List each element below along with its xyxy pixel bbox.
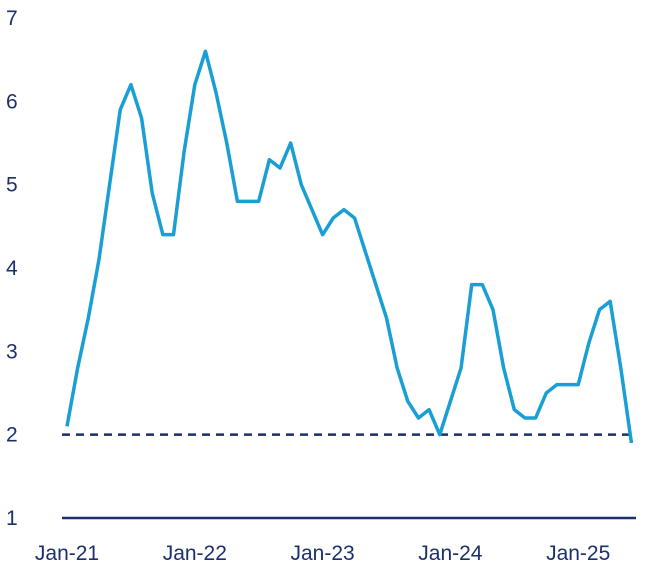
y-tick-label: 1 (6, 507, 18, 530)
y-tick-label: 7 (6, 7, 18, 30)
y-axis-tick-labels: 1 2 3 4 5 6 7 (6, 7, 18, 530)
y-tick-label: 6 (6, 90, 18, 113)
x-tick-label: Jan-25 (546, 542, 610, 565)
x-tick-label: Jan-24 (418, 542, 483, 565)
x-tick-label: Jan-23 (290, 542, 354, 565)
series-line (65, 49, 634, 444)
x-tick-label: Jan-21 (35, 542, 99, 565)
series-points (66, 50, 633, 445)
y-tick-label: 4 (6, 257, 18, 280)
y-tick-label: 2 (6, 424, 18, 447)
y-tick-label: 3 (6, 340, 18, 363)
x-axis-tick-labels: Jan-21 Jan-22 Jan-23 Jan-24 Jan-25 (35, 542, 610, 565)
y-tick-label: 5 (6, 174, 18, 197)
x-tick-label: Jan-22 (163, 542, 227, 565)
